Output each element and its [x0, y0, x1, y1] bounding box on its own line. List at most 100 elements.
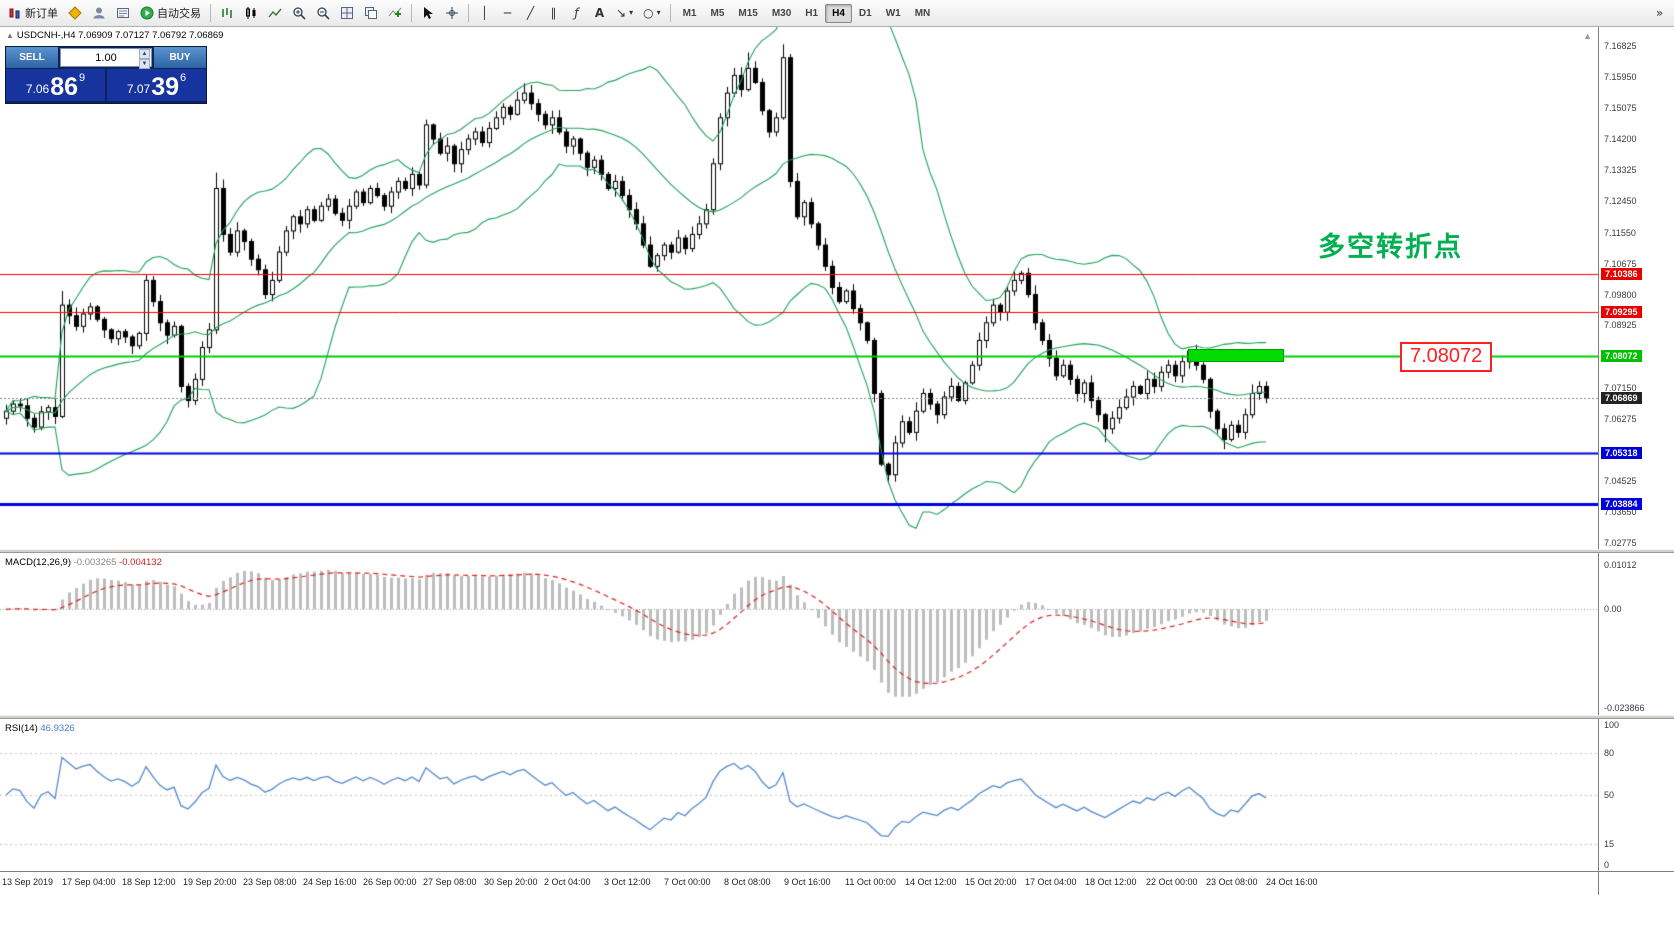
- timeframe-m30[interactable]: M30: [771, 7, 792, 19]
- rsi-canvas[interactable]: [0, 719, 1598, 871]
- highlight-rectangle[interactable]: [1188, 349, 1284, 362]
- autotrading-label: 自动交易: [157, 8, 201, 20]
- timeframe-d1[interactable]: D1: [858, 7, 872, 19]
- autotrading-button[interactable]: 自动交易: [136, 3, 205, 24]
- macd-tick: -0.023866: [1604, 703, 1645, 713]
- timeframe-m15[interactable]: M15: [738, 7, 758, 19]
- rsi-tick: 100: [1604, 720, 1620, 730]
- date-tick: 3 Oct 12:00: [604, 877, 651, 887]
- volume-value: 1.00: [95, 51, 117, 64]
- price-tick: 7.13325: [1604, 164, 1637, 175]
- chart-icon: ▲: [6, 31, 14, 40]
- timeframe-m1[interactable]: M1: [682, 7, 697, 19]
- tile-windows-icon[interactable]: [336, 3, 358, 24]
- timeframe-h4[interactable]: H4: [825, 3, 852, 23]
- toolbar-separator: [669, 4, 671, 22]
- price-tick: 7.16825: [1604, 41, 1637, 52]
- price-tick: 7.07150: [1604, 383, 1637, 394]
- date-tick: 23 Oct 08:00: [1206, 877, 1258, 887]
- crosshair-icon[interactable]: [441, 3, 463, 24]
- timeframe-w1[interactable]: W1: [885, 7, 901, 19]
- volume-up-button[interactable]: ▲: [139, 49, 150, 59]
- macd-axis[interactable]: 0.01012 0.00 -0.023866: [1598, 553, 1674, 715]
- rsi-tick: 50: [1604, 790, 1615, 800]
- line-chart-type-icon[interactable]: [264, 3, 286, 24]
- panel-splitter[interactable]: [0, 715, 1674, 719]
- toolbar-overflow-icon[interactable]: »: [1655, 6, 1664, 20]
- date-tick: 22 Oct 00:00: [1146, 877, 1198, 887]
- new-order-icon: [9, 8, 20, 18]
- rsi-axis[interactable]: 100 80 50 15 0: [1598, 719, 1674, 871]
- price-tick: 7.11550: [1604, 227, 1636, 238]
- cursor-icon[interactable]: [417, 3, 439, 24]
- rsi-tick: 15: [1604, 839, 1615, 849]
- price-level-badge: 7.08072: [1601, 349, 1642, 362]
- price-tick: 7.15950: [1604, 72, 1637, 83]
- ask-price-pip: 6: [180, 72, 187, 84]
- date-tick: 24 Sep 16:00: [303, 877, 357, 887]
- zoom-out-icon[interactable]: [312, 3, 334, 24]
- new-order-label: 新订单: [25, 8, 58, 20]
- sell-button[interactable]: SELL: [6, 47, 58, 68]
- one-click-trading-panel: SELL 1.00 ▲ ▼ BUY 7.06 86 9: [5, 46, 207, 104]
- rsi-panel: RSI(14) 46.9326: [0, 719, 1598, 871]
- arrows-tool-icon[interactable]: ↘ ▾: [616, 6, 634, 20]
- date-tick: 17 Sep 04:00: [62, 877, 116, 887]
- date-tick: 14 Oct 12:00: [905, 877, 957, 887]
- zoom-in-icon[interactable]: [288, 3, 310, 24]
- shapes-tool-icon[interactable]: ○ ▾: [643, 6, 661, 20]
- cascade-windows-icon[interactable]: [360, 3, 382, 24]
- rsi-label: RSI(14) 46.9326: [5, 723, 75, 734]
- price-chart-panel: ▲ USDCNH-,H4 7.06909 7.07127 7.06792 7.0…: [0, 27, 1598, 549]
- date-tick: 11 Oct 00:00: [845, 877, 896, 887]
- price-tick: 7.09800: [1604, 289, 1637, 300]
- buy-button[interactable]: BUY: [154, 47, 206, 68]
- new-order-button[interactable]: 新订单: [4, 3, 62, 24]
- data-window-icon[interactable]: [112, 3, 134, 24]
- date-tick: 15 Oct 20:00: [965, 877, 1017, 887]
- chart-shift-marker[interactable]: ▲: [1583, 31, 1592, 41]
- bid-price[interactable]: 7.06 86 9: [6, 69, 105, 101]
- date-tick: 23 Sep 08:00: [243, 877, 297, 887]
- symbol-ohlc-text: USDCNH-,H4 7.06909 7.07127 7.06792 7.068…: [16, 30, 224, 41]
- bid-price-big: 86: [50, 72, 79, 101]
- channel-tool-icon[interactable]: ∥: [550, 6, 557, 20]
- price-level-callout[interactable]: 7.08072: [1400, 342, 1493, 372]
- profiles-icon[interactable]: [64, 3, 86, 24]
- volume-down-button[interactable]: ▼: [139, 59, 150, 69]
- axis-corner: [1598, 871, 1674, 895]
- macd-canvas[interactable]: [0, 553, 1598, 715]
- price-level-badge: 7.09295: [1601, 306, 1642, 319]
- volume-input[interactable]: 1.00 ▲ ▼: [60, 48, 152, 69]
- trendline-tool-icon[interactable]: ╱: [526, 6, 535, 20]
- date-tick: 8 Oct 08:00: [724, 877, 771, 887]
- date-tick: 18 Oct 12:00: [1085, 877, 1137, 887]
- ask-price[interactable]: 7.07 39 6: [107, 69, 206, 101]
- market-watch-icon[interactable]: [88, 3, 110, 24]
- timeframe-m5[interactable]: M5: [710, 7, 725, 19]
- panel-splitter[interactable]: [0, 549, 1674, 553]
- price-tick: 7.06275: [1604, 414, 1637, 425]
- macd-tick: 0.00: [1604, 604, 1622, 615]
- price-tick: 7.02775: [1604, 537, 1637, 548]
- price-tick: 7.04525: [1604, 475, 1637, 486]
- bar-chart-type-icon[interactable]: [216, 3, 238, 24]
- ask-price-big: 39: [151, 72, 180, 101]
- vertical-line-tool-icon[interactable]: │: [480, 6, 489, 20]
- date-tick: 18 Sep 12:00: [122, 877, 176, 887]
- bid-price-prefix: 7.06: [25, 82, 50, 96]
- timeframe-mn[interactable]: MN: [914, 7, 931, 19]
- fibonacci-tool-icon[interactable]: ƒ: [574, 6, 579, 20]
- rsi-name: RSI(14): [5, 723, 38, 734]
- time-axis[interactable]: 13 Sep 2019 17 Sep 04:00 18 Sep 12:00 19 Se…: [0, 871, 1598, 895]
- main-chart-canvas[interactable]: [0, 27, 1598, 549]
- text-tool-icon[interactable]: A: [594, 6, 605, 20]
- toolbar-separator: [411, 4, 412, 22]
- indicators-icon[interactable]: [384, 3, 406, 24]
- price-axis[interactable]: 7.16825 7.15950 7.15075 7.14200 7.13325 7.124…: [1598, 27, 1674, 549]
- candlestick-type-icon[interactable]: [240, 3, 262, 24]
- horizontal-line-tool-icon[interactable]: ─: [503, 6, 512, 20]
- autotrading-icon: [140, 6, 154, 20]
- timeframe-h1[interactable]: H1: [805, 7, 819, 19]
